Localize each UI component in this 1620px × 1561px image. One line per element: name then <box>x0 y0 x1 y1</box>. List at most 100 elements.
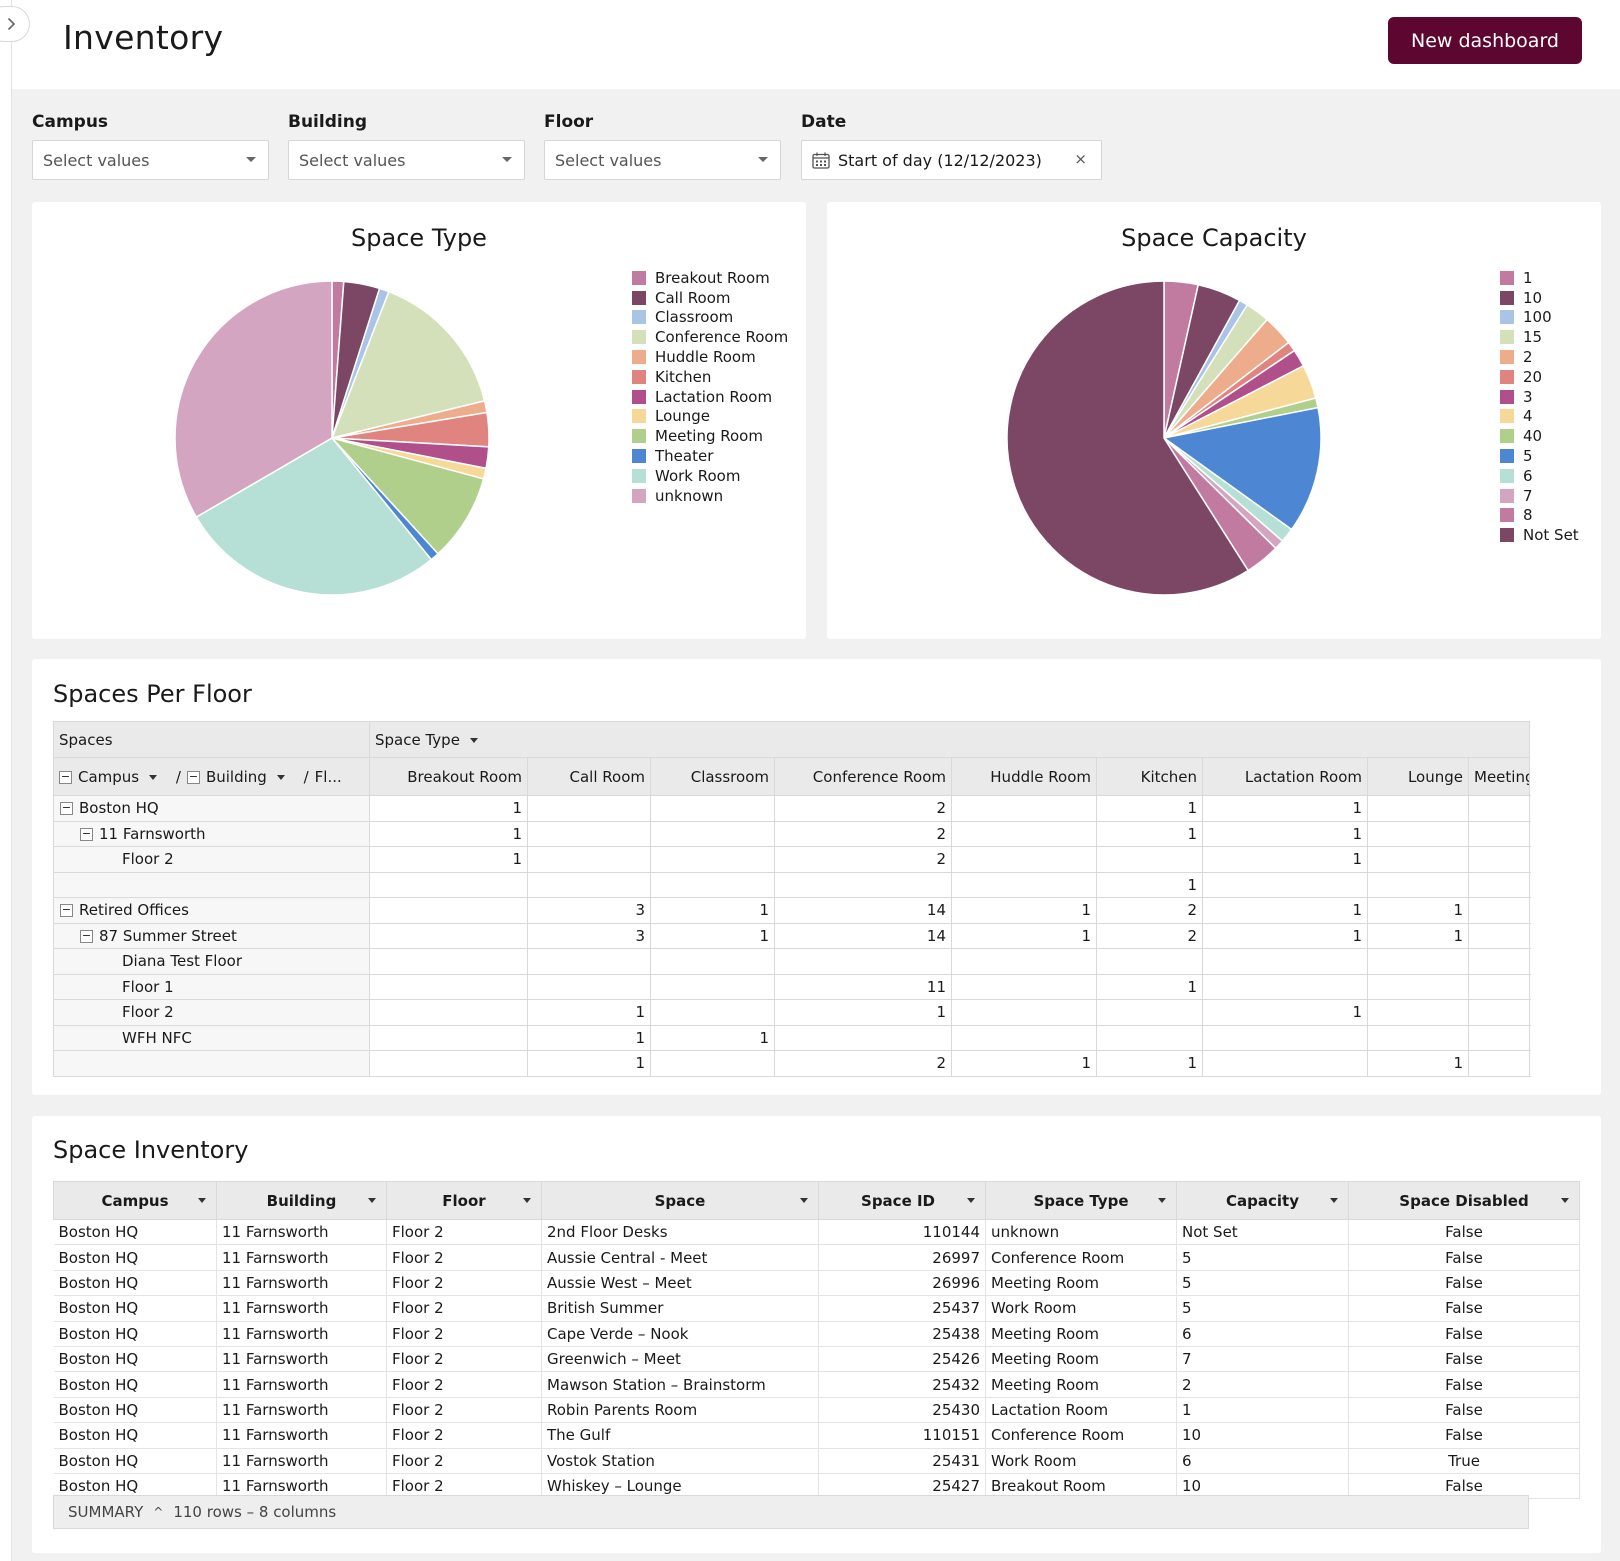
legend-item[interactable]: 2 <box>1500 347 1579 367</box>
pie-slice[interactable] <box>195 437 433 596</box>
column-header[interactable]: Floor <box>386 1181 542 1220</box>
pivot-column-header[interactable]: Breakout Room <box>369 757 528 796</box>
table-row[interactable]: Boston HQ 11 Farnsworth Floor 2 2nd Floor D… <box>53 1219 1580 1246</box>
caret-down-icon[interactable] <box>800 1198 808 1203</box>
legend-item[interactable]: unknown <box>632 486 788 506</box>
column-header[interactable]: Space Disabled <box>1348 1181 1580 1220</box>
pivot-row-label[interactable] <box>53 1050 370 1077</box>
collapse-icon[interactable]: − <box>186 769 200 784</box>
pie-slice[interactable] <box>1162 406 1322 531</box>
legend-item[interactable]: 100 <box>1500 308 1579 328</box>
table-summary-bar[interactable]: SUMMARY ^ 110 rows – 8 columns <box>53 1495 1529 1529</box>
pivot-column-header[interactable]: Call Room <box>527 757 651 796</box>
legend-item[interactable]: 3 <box>1500 387 1579 407</box>
caret-down-icon[interactable] <box>967 1198 975 1203</box>
column-header[interactable]: Space ID <box>818 1181 986 1220</box>
clear-date-icon[interactable]: × <box>1074 150 1087 168</box>
legend-item[interactable]: Conference Room <box>632 327 788 347</box>
column-header[interactable]: Space Type <box>985 1181 1177 1220</box>
pivot-row-label[interactable]: Diana Test Floor <box>53 948 370 975</box>
building-dimension[interactable]: Building <box>205 767 267 786</box>
legend-item[interactable]: Huddle Room <box>632 347 788 367</box>
column-header[interactable]: Campus <box>53 1181 217 1220</box>
pivot-cell: 1 <box>1096 795 1203 822</box>
legend-item[interactable]: 5 <box>1500 446 1579 466</box>
column-header[interactable]: Capacity <box>1176 1181 1349 1220</box>
space-type-header[interactable]: Space Type <box>368 721 1531 758</box>
legend-item[interactable]: 20 <box>1500 367 1579 387</box>
caret-down-icon[interactable] <box>198 1198 206 1203</box>
collapse-icon[interactable]: − <box>60 903 73 918</box>
legend-item[interactable]: 4 <box>1500 407 1579 427</box>
pivot-column-header[interactable]: Lounge <box>1367 757 1469 796</box>
legend-item[interactable]: Theater <box>632 446 788 466</box>
legend-item[interactable]: Lactation Room <box>632 387 788 407</box>
pivot-row-label[interactable]: Floor 2 <box>53 846 370 873</box>
legend-item[interactable]: Meeting Room <box>632 426 788 446</box>
legend-item[interactable]: 1 <box>1500 268 1579 288</box>
table-row[interactable]: Boston HQ 11 Farnsworth Floor 2 Greenwich –… <box>53 1346 1580 1373</box>
pivot-row-label[interactable]: − Boston HQ <box>53 795 370 822</box>
campus-dimension[interactable]: Campus <box>78 767 140 786</box>
pivot-row-label[interactable]: −87 Summer Street <box>53 922 370 949</box>
legend-item[interactable]: Lounge <box>632 407 788 427</box>
legend-swatch <box>632 468 646 483</box>
pie-slice[interactable] <box>329 436 485 555</box>
pivot-row-label[interactable] <box>53 871 370 898</box>
collapse-icon[interactable]: − <box>80 928 93 943</box>
pivot-column-header[interactable]: Meeting <box>1467 757 1531 796</box>
floor-select[interactable]: Select values <box>544 140 781 180</box>
table-row[interactable]: Boston HQ 11 Farnsworth Floor 2 British Sum… <box>53 1295 1580 1322</box>
campus-select[interactable]: Select values <box>32 140 269 180</box>
caret-down-icon[interactable] <box>1158 1198 1166 1203</box>
legend-item[interactable]: Work Room <box>632 466 788 486</box>
pivot-row-label[interactable]: − Retired Offices <box>53 897 370 924</box>
pie-slice[interactable] <box>330 290 486 440</box>
caret-down-icon[interactable] <box>1330 1198 1338 1203</box>
table-row[interactable]: Boston HQ 11 Farnsworth Floor 2 Vostok Stat… <box>53 1448 1580 1474</box>
table-row[interactable]: Boston HQ 11 Farnsworth Floor 2 Aussie Cent… <box>53 1244 1580 1271</box>
collapse-icon[interactable]: − <box>60 801 73 816</box>
legend-item[interactable]: Kitchen <box>632 367 788 387</box>
pie-slice[interactable] <box>1006 280 1250 596</box>
legend-item[interactable]: 8 <box>1500 506 1579 526</box>
expand-sidebar-button[interactable] <box>0 6 30 42</box>
new-dashboard-button[interactable]: New dashboard <box>1388 17 1582 64</box>
caret-down-icon[interactable] <box>523 1198 531 1203</box>
legend-item[interactable]: 15 <box>1500 327 1579 347</box>
legend-item[interactable]: Breakout Room <box>632 268 788 288</box>
caret-down-icon[interactable] <box>368 1198 376 1203</box>
pie-slice[interactable] <box>174 280 333 519</box>
pivot-column-header[interactable]: Conference Room <box>774 757 952 796</box>
table-row[interactable]: Boston HQ 11 Farnsworth Floor 2 Cape Verde … <box>53 1321 1580 1347</box>
collapse-icon[interactable]: − <box>80 826 93 841</box>
pivot-row-label[interactable]: WFH NFC <box>53 1024 370 1051</box>
pivot-column-header[interactable]: Huddle Room <box>951 757 1097 796</box>
pivot-row-label[interactable]: Floor 1 <box>53 973 370 1000</box>
pivot-column-header[interactable]: Lactation Room <box>1202 757 1368 796</box>
pivot-row-label[interactable]: −11 Farnsworth <box>53 820 370 847</box>
table-row[interactable]: Boston HQ 11 Farnsworth Floor 2 The Gulf 110… <box>53 1422 1580 1449</box>
collapse-icon[interactable]: − <box>59 769 72 784</box>
pivot-row-label[interactable]: Floor 2 <box>53 999 370 1026</box>
pivot-cell <box>951 948 1097 975</box>
table-row[interactable]: Boston HQ 11 Farnsworth Floor 2 Aussie West… <box>53 1270 1580 1297</box>
building-select[interactable]: Select values <box>288 140 525 180</box>
legend-item[interactable]: 7 <box>1500 486 1579 506</box>
legend-item[interactable]: Not Set <box>1500 525 1579 545</box>
pivot-column-header[interactable]: Kitchen <box>1096 757 1203 796</box>
caret-down-icon[interactable] <box>1561 1198 1569 1203</box>
floor-dimension[interactable]: Fl... <box>314 767 342 786</box>
legend-item[interactable]: 6 <box>1500 466 1579 486</box>
legend-item[interactable]: Classroom <box>632 308 788 328</box>
column-header[interactable]: Building <box>216 1181 387 1220</box>
date-picker[interactable]: Start of day (12/12/2023) × <box>801 140 1102 180</box>
legend-item[interactable]: Call Room <box>632 288 788 308</box>
legend-item[interactable]: 40 <box>1500 426 1579 446</box>
legend-item[interactable]: 10 <box>1500 288 1579 308</box>
pivot-column-header[interactable]: Classroom <box>650 757 775 796</box>
table-row[interactable]: Boston HQ 11 Farnsworth Floor 2 Mawson Stat… <box>53 1371 1580 1398</box>
table-row[interactable]: Boston HQ 11 Farnsworth Floor 2 Whiskey – L… <box>53 1473 1580 1500</box>
column-header[interactable]: Space <box>541 1181 819 1220</box>
table-row[interactable]: Boston HQ 11 Farnsworth Floor 2 Robin Paren… <box>53 1397 1580 1424</box>
